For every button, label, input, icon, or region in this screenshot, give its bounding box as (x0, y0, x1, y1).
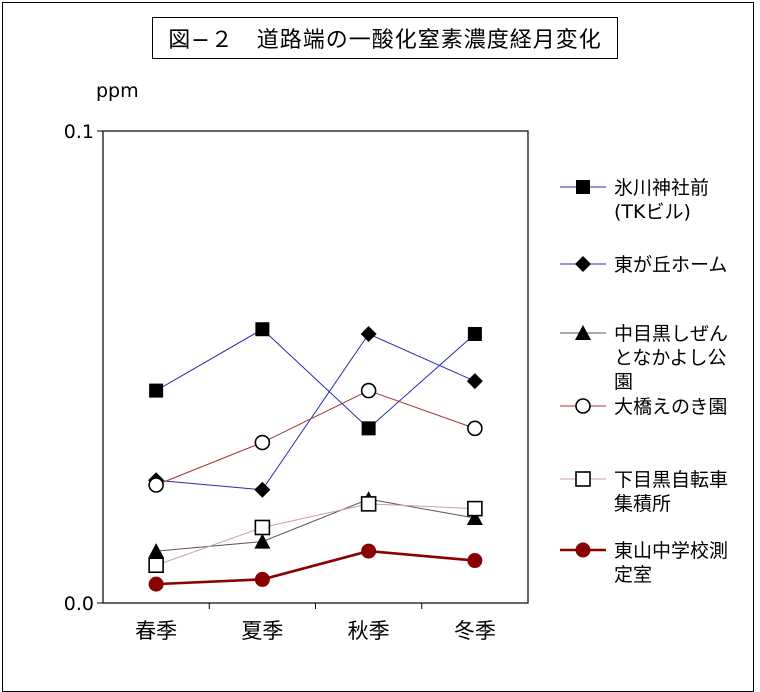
data-point-2 (466, 510, 483, 526)
series-line-1 (156, 333, 476, 491)
y-tick-label: 0.1 (64, 121, 94, 143)
series-line-0 (155, 328, 476, 430)
data-point-5 (148, 576, 164, 592)
legend-label: 下目黒自転車 (614, 469, 728, 491)
data-point-4 (254, 519, 271, 536)
data-point-4 (467, 500, 483, 517)
plot-area (102, 130, 529, 604)
x-tick-label: 春季 (135, 619, 177, 643)
chart-title: 図−２ 道路端の一酸化窒素濃度経月変化 (168, 28, 602, 53)
legend-label: となかよし公 (614, 347, 726, 369)
legend-label: 集積所 (614, 493, 671, 515)
legend-label: 東山中学校測 (614, 540, 728, 562)
data-point-4 (148, 557, 164, 574)
data-point-0 (361, 421, 376, 436)
legend-label: 中目黒しぜん (614, 323, 728, 345)
legend-label: 東が丘ホーム (614, 254, 727, 276)
legend-label: 氷川神社前 (614, 177, 709, 199)
data-point-4 (360, 496, 377, 512)
data-point-2 (254, 533, 271, 549)
legend-marker-2 (575, 325, 591, 340)
legend-marker-1 (575, 256, 591, 272)
legend-marker-0 (576, 180, 590, 194)
data-point-2 (148, 543, 165, 559)
y-axis-label: ppm (96, 80, 139, 102)
x-tick-label: 夏季 (241, 619, 283, 643)
data-point-1 (466, 373, 483, 390)
legend-label: 定室 (614, 564, 652, 586)
data-point-1 (360, 325, 377, 342)
data-point-0 (255, 322, 270, 337)
data-point-0 (149, 383, 164, 398)
series-line-4 (155, 503, 475, 566)
legend-marker-3 (575, 398, 591, 414)
legend-marker-4 (575, 471, 591, 487)
data-point-0 (467, 326, 482, 341)
data-point-3 (467, 420, 483, 437)
series-line-5 (156, 549, 475, 586)
series-line-3 (155, 390, 476, 486)
data-point-3 (148, 477, 164, 493)
chart-title-box: 図−２ 道路端の一酸化窒素濃度経月変化 (152, 17, 618, 59)
data-point-5 (467, 553, 483, 569)
data-point-3 (360, 382, 377, 399)
x-tick-label: 冬季 (454, 619, 496, 643)
data-point-5 (254, 571, 270, 587)
data-point-1 (254, 481, 271, 498)
legend-marker-5 (575, 542, 591, 558)
legend-label: (TKビル) (614, 201, 691, 223)
data-point-3 (254, 434, 271, 451)
legend-label: 園 (614, 371, 633, 393)
y-tick-label: 0.0 (64, 593, 94, 615)
data-point-5 (361, 543, 377, 559)
legend-label: 大橋えのき園 (614, 396, 727, 418)
x-tick-label: 秋季 (348, 619, 390, 643)
